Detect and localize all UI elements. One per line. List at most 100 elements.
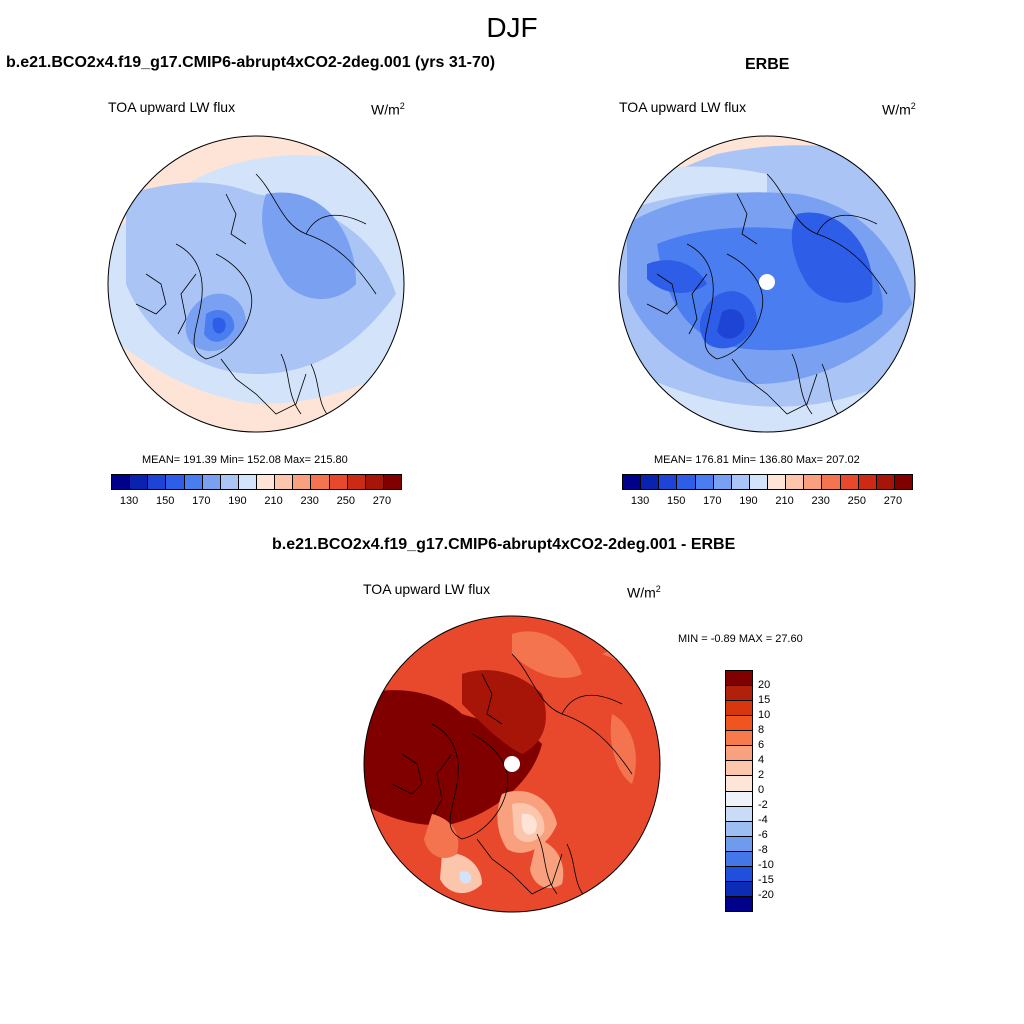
colorbar-swatch — [238, 475, 257, 489]
colorbar-swatch — [726, 761, 752, 777]
colorbar-swatch — [822, 475, 841, 489]
colorbar-swatch — [749, 475, 768, 489]
colorbar-swatch — [148, 475, 167, 489]
colorbar-swatch — [726, 866, 752, 882]
colorbar-swatch — [768, 475, 787, 489]
colorbar-swatch — [726, 671, 752, 687]
diff-polar-map — [363, 615, 661, 913]
colorbar-tick-label: 210 — [775, 495, 794, 507]
colorbar-tick-label: -10 — [758, 859, 774, 871]
colorbar-swatch — [726, 716, 752, 732]
colorbar-swatch — [726, 851, 752, 867]
colorbar-tick-label: -6 — [758, 829, 768, 841]
diff-stats-text: MIN = -0.89 MAX = 27.60 — [678, 633, 803, 645]
colorbar-tick-label: 130 — [630, 495, 650, 507]
colorbar-swatch — [365, 475, 384, 489]
colorbar-swatch — [876, 475, 895, 489]
model-polar-map — [107, 135, 405, 433]
model-colorbar-labels: 130 150 170 190 210 230 250 270 — [111, 495, 400, 509]
colorbar-swatch — [257, 475, 276, 489]
colorbar-swatch — [112, 475, 131, 489]
colorbar-tick-label: 230 — [300, 495, 319, 507]
colorbar-tick-label: 170 — [192, 495, 211, 507]
colorbar-tick-label: -2 — [758, 799, 768, 811]
colorbar-swatch — [726, 701, 752, 717]
colorbar-swatch — [726, 881, 752, 897]
diff-variable-label: TOA upward LW flux — [363, 581, 491, 597]
diff-pole-hole — [504, 756, 520, 772]
colorbar-tick-label: 10 — [758, 709, 771, 721]
colorbar-tick-label: 6 — [758, 739, 765, 751]
colorbar-swatch — [804, 475, 823, 489]
colorbar-swatch — [695, 475, 714, 489]
colorbar-tick-label: 130 — [119, 495, 139, 507]
colorbar-tick-label: -15 — [758, 874, 774, 886]
colorbar-swatch — [726, 686, 752, 702]
obs-panel-title: ERBE — [745, 56, 790, 73]
colorbar-swatch — [726, 776, 752, 792]
colorbar-tick-label: 8 — [758, 724, 765, 736]
colorbar-swatch — [202, 475, 221, 489]
model-stats-text: MEAN= 191.39 Min= 152.08 Max= 215.80 — [142, 454, 348, 466]
colorbar-swatch — [726, 836, 752, 852]
colorbar-swatch — [659, 475, 678, 489]
obs-stats-text: MEAN= 176.81 Min= 136.80 Max= 207.02 — [654, 454, 860, 466]
colorbar-tick-label: -4 — [758, 814, 768, 826]
colorbar-tick-label: 250 — [336, 495, 355, 507]
colorbar-tick-label: -8 — [758, 844, 768, 856]
model-variable-label: TOA upward LW flux — [108, 99, 236, 115]
colorbar-swatch — [641, 475, 660, 489]
obs-pole-hole — [759, 274, 775, 290]
diff-units-label: W/m2 — [627, 584, 661, 601]
colorbar-swatch — [347, 475, 366, 489]
diff-colorbar-labels: 20 15 10 8 6 4 2 0 -2 -4 -6 -8 -10 -15 -20 — [758, 670, 798, 910]
colorbar-tick-label: 0 — [758, 784, 765, 796]
colorbar-swatch — [130, 475, 149, 489]
obs-units-label: W/m2 — [882, 101, 916, 118]
colorbar-swatch — [726, 791, 752, 807]
colorbar-tick-label: 20 — [758, 679, 771, 691]
colorbar-tick-label: 2 — [758, 769, 765, 781]
colorbar-swatch — [311, 475, 330, 489]
colorbar-swatch — [726, 821, 752, 837]
diff-colorbar — [725, 670, 753, 912]
colorbar-tick-label: 270 — [883, 495, 903, 507]
colorbar-swatch — [858, 475, 877, 489]
colorbar-swatch — [726, 806, 752, 822]
colorbar-tick-label: 190 — [739, 495, 758, 507]
model-colorbar — [111, 474, 402, 490]
obs-polar-map — [618, 135, 916, 433]
colorbar-tick-label: 230 — [811, 495, 830, 507]
colorbar-tick-label: 250 — [847, 495, 866, 507]
colorbar-tick-label: -20 — [758, 889, 774, 901]
colorbar-tick-label: 4 — [758, 754, 765, 766]
colorbar-tick-label: 150 — [156, 495, 175, 507]
colorbar-tick-label: 270 — [372, 495, 392, 507]
colorbar-swatch — [726, 731, 752, 747]
colorbar-swatch — [275, 475, 294, 489]
colorbar-tick-label: 150 — [667, 495, 686, 507]
colorbar-swatch — [220, 475, 239, 489]
colorbar-tick-label: 170 — [703, 495, 722, 507]
colorbar-swatch — [677, 475, 696, 489]
colorbar-tick-label: 210 — [264, 495, 283, 507]
diff-panel-title: b.e21.BCO2x4.f19_g17.CMIP6-abrupt4xCO2-2… — [272, 536, 736, 553]
colorbar-swatch — [383, 475, 401, 489]
colorbar-swatch — [293, 475, 312, 489]
colorbar-swatch — [731, 475, 750, 489]
colorbar-swatch — [713, 475, 732, 489]
colorbar-tick-label: 15 — [758, 694, 771, 706]
obs-colorbar — [622, 474, 913, 490]
model-panel-title: b.e21.BCO2x4.f19_g17.CMIP6-abrupt4xCO2-2… — [6, 54, 496, 71]
colorbar-swatch — [623, 475, 642, 489]
colorbar-swatch — [166, 475, 185, 489]
colorbar-swatch — [726, 746, 752, 762]
obs-colorbar-labels: 130 150 170 190 210 230 250 270 — [622, 495, 911, 509]
colorbar-tick-label: 190 — [228, 495, 247, 507]
colorbar-swatch — [184, 475, 203, 489]
colorbar-swatch — [894, 475, 912, 489]
colorbar-swatch — [786, 475, 805, 489]
colorbar-swatch — [329, 475, 348, 489]
season-title: DJF — [486, 12, 538, 43]
obs-variable-label: TOA upward LW flux — [619, 99, 747, 115]
